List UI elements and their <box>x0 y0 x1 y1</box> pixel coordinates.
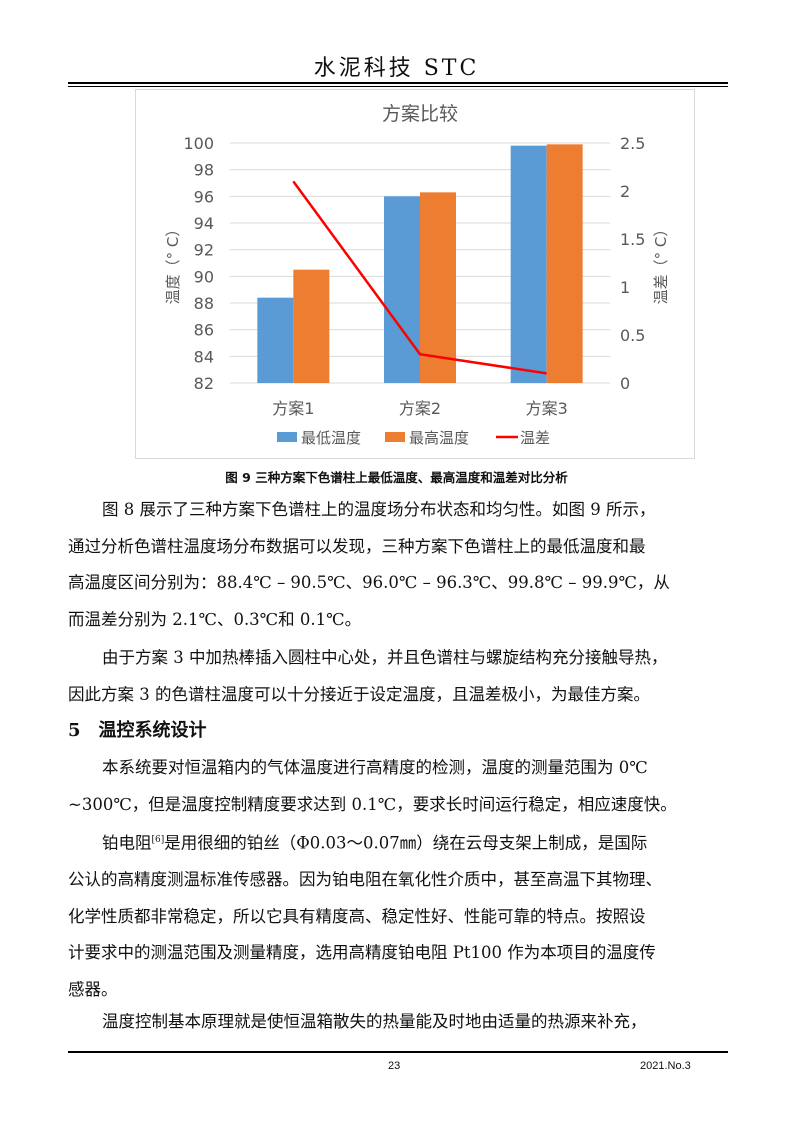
legend-swatch <box>277 432 297 442</box>
text-line: 铂电阻[6]是用很细的铂丝（Φ0.03～0.07㎜）绕在云母支架上制成，是国际 <box>68 822 728 862</box>
text-line: 图 8 展示了三种方案下色谱柱上的温度场分布状态和均匀性。如图 9 所示， <box>102 500 656 519</box>
page-number: 23 <box>388 1060 401 1072</box>
bar-max <box>293 269 330 383</box>
text-line: 本系统要对恒温箱内的气体温度进行高精度的检测，温度的测量范围为 0℃ <box>102 758 648 777</box>
x-tick-label: 方案1 <box>272 399 314 418</box>
issue-label: 2021.No.3 <box>640 1060 691 1072</box>
chart: 方案比较 82 84 86 88 90 92 94 96 98 100 0 0.5 1 1.5 2 2.5 温度（… <box>164 103 670 447</box>
journal-header: 水泥科技 STC <box>313 56 480 81</box>
text-line: 化学性质都非常稳定，所以它具有精度高、稳定性好、性能可靠的特点。按照设 <box>68 906 646 926</box>
text-line: 公认的高精度测温标准传感器。因为铂电阻在氧化性介质中，甚至高温下其物理、 <box>68 870 662 889</box>
bar-min <box>257 297 294 383</box>
y-axis-label: 温度（° C） <box>164 222 182 305</box>
y2-tick-label: 0.5 <box>620 326 645 345</box>
y-tick-label: 90 <box>194 267 214 286</box>
legend-label: 最高温度 <box>409 429 469 447</box>
text-line: 温度控制基本原理就是使恒温箱散失的热量能及时地由适量的热源来补充， <box>102 1012 647 1031</box>
y-tick-label: 86 <box>194 321 214 340</box>
figure-caption: 图 9 三种方案下色谱柱上最低温度、最高温度和温差对比分析 <box>225 470 568 485</box>
y-tick-label: 96 <box>194 187 214 206</box>
y-tick-label: 88 <box>194 294 214 313</box>
legend-label: 最低温度 <box>301 429 361 447</box>
y2-tick-label: 2 <box>620 182 630 201</box>
y-tick-label: 92 <box>194 241 214 260</box>
citation-link[interactable]: [6] <box>151 835 165 845</box>
line-series-temp-diff <box>292 180 547 375</box>
footer-rule <box>68 1051 728 1053</box>
bar-max <box>420 192 456 383</box>
text-line: 由于方案 3 中加热棒插入圆柱中心处，并且色谱柱与螺旋结构充分接触导热， <box>102 648 668 667</box>
text-lead: 铂电阻 <box>102 833 152 853</box>
y-tick-label: 100 <box>183 134 214 153</box>
paragraph-5: 温度控制基本原理就是使恒温箱散失的热量能及时地由适量的热源来补充， <box>68 1004 728 1041</box>
legend-label: 温差 <box>520 429 550 447</box>
y-tick-label: 98 <box>194 161 214 180</box>
text-line: 高温度区间分别为：88.4℃ – 90.5℃、96.0℃ – 96.3℃、99.… <box>68 573 670 592</box>
section-heading: 5 温控系统设计 <box>68 720 207 741</box>
text-line: 感器。 <box>68 979 118 999</box>
text-line: 而温差分别为 2.1℃、0.3℃和 0.1℃。 <box>68 609 362 629</box>
text-line: 因此方案 3 的色谱柱温度可以十分接近于设定温度，且温差极小，为最佳方案。 <box>68 684 650 704</box>
header-rule-thin <box>68 86 728 87</box>
text-line: ~300℃，但是温度控制精度要求达到 0.1℃，要求长时间运行稳定，相应速度快。 <box>68 794 677 814</box>
text-line: 通过分析色谱柱温度场分布数据可以发现，三种方案下色谱柱上的最低温度和最 <box>68 536 646 556</box>
y2-tick-label: 1.5 <box>620 230 645 249</box>
y2-tick-label: 1 <box>620 278 630 297</box>
text-rest: 是用很细的铂丝（Φ0.03～0.07㎜）绕在云母支架上制成，是国际 <box>164 833 648 853</box>
y2-axis-label: 温差（° C） <box>652 222 670 305</box>
y2-tick-label: 2.5 <box>620 134 645 153</box>
paragraph-2: 由于方案 3 中加热棒插入圆柱中心处，并且色谱柱与螺旋结构充分接触导热， 因此方… <box>68 640 728 713</box>
x-tick-label: 方案3 <box>526 399 568 418</box>
y2-tick-label: 0 <box>620 374 630 393</box>
paragraph-3: 本系统要对恒温箱内的气体温度进行高精度的检测，温度的测量范围为 0℃ ~300℃… <box>68 750 728 823</box>
paragraph-1: 图 8 展示了三种方案下色谱柱上的温度场分布状态和均匀性。如图 9 所示， 通过… <box>68 492 728 638</box>
text-line: 计要求中的测温范围及测量精度，选用高精度铂电阻 Pt100 作为本项目的温度传 <box>68 943 656 962</box>
bar-min <box>510 145 547 383</box>
y-tick-label: 82 <box>194 374 214 393</box>
bar-min <box>384 196 420 383</box>
chart-frame <box>135 89 695 459</box>
y-tick-label: 94 <box>194 214 214 233</box>
x-tick-label: 方案2 <box>399 399 441 418</box>
chart-title: 方案比较 <box>382 103 458 125</box>
paragraph-4: 铂电阻[6]是用很细的铂丝（Φ0.03～0.07㎜）绕在云母支架上制成，是国际 … <box>68 822 728 1008</box>
header-rule <box>68 82 728 84</box>
bar-max <box>546 144 583 383</box>
y-tick-label: 84 <box>194 347 214 366</box>
legend-swatch <box>385 432 405 442</box>
